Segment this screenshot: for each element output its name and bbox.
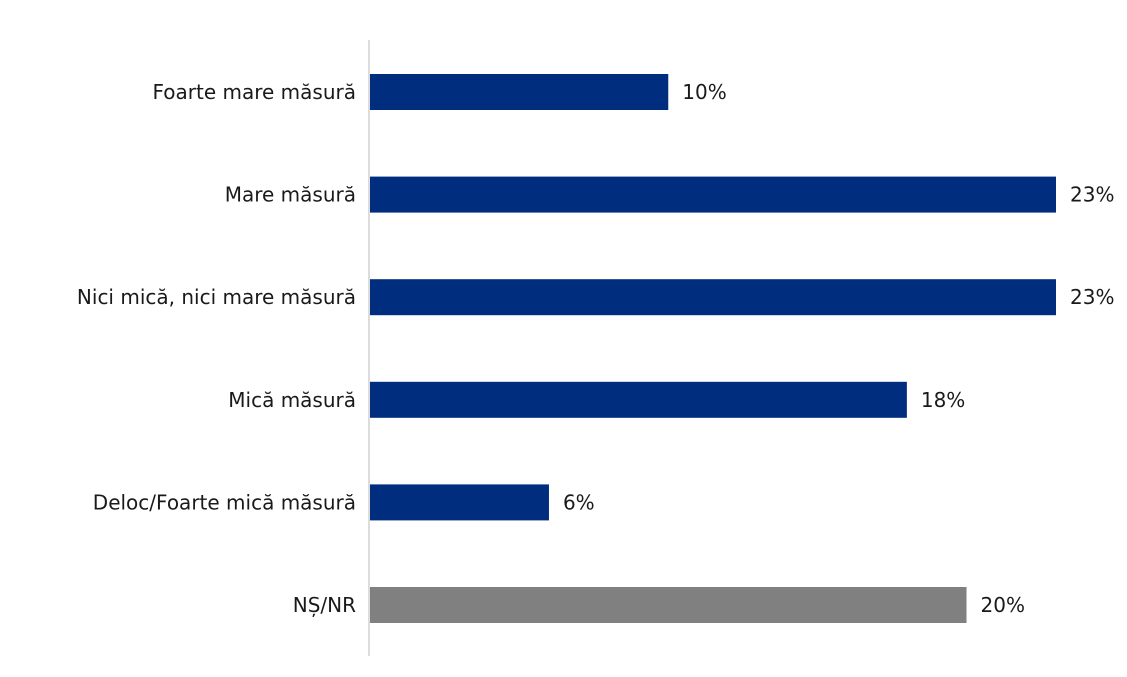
category-label-2: Nici mică, nici mare măsură	[77, 285, 356, 309]
value-label-2: 23%	[1070, 285, 1114, 309]
value-label-4: 6%	[563, 490, 595, 514]
value-label-1: 23%	[1070, 183, 1114, 207]
bar-0	[370, 74, 669, 110]
category-label-1: Mare măsură	[225, 183, 356, 207]
category-label-3: Mică măsură	[228, 388, 356, 412]
bar-3	[370, 381, 907, 418]
value-label-0: 10%	[682, 80, 726, 104]
value-label-5: 20%	[981, 593, 1025, 617]
bar-2	[370, 279, 1056, 316]
bar-1	[370, 176, 1056, 213]
value-label-3: 18%	[921, 388, 965, 412]
bar-5	[370, 587, 967, 623]
category-label-5: NȘ/NR	[293, 593, 356, 617]
bar-marks: Foarte mare măsură 10% Mare măsură 23% Nici …	[77, 74, 1114, 623]
category-label-0: Foarte mare măsură	[152, 80, 356, 104]
category-label-4: Deloc/Foarte mică măsură	[93, 490, 356, 514]
bar-4	[370, 484, 549, 521]
